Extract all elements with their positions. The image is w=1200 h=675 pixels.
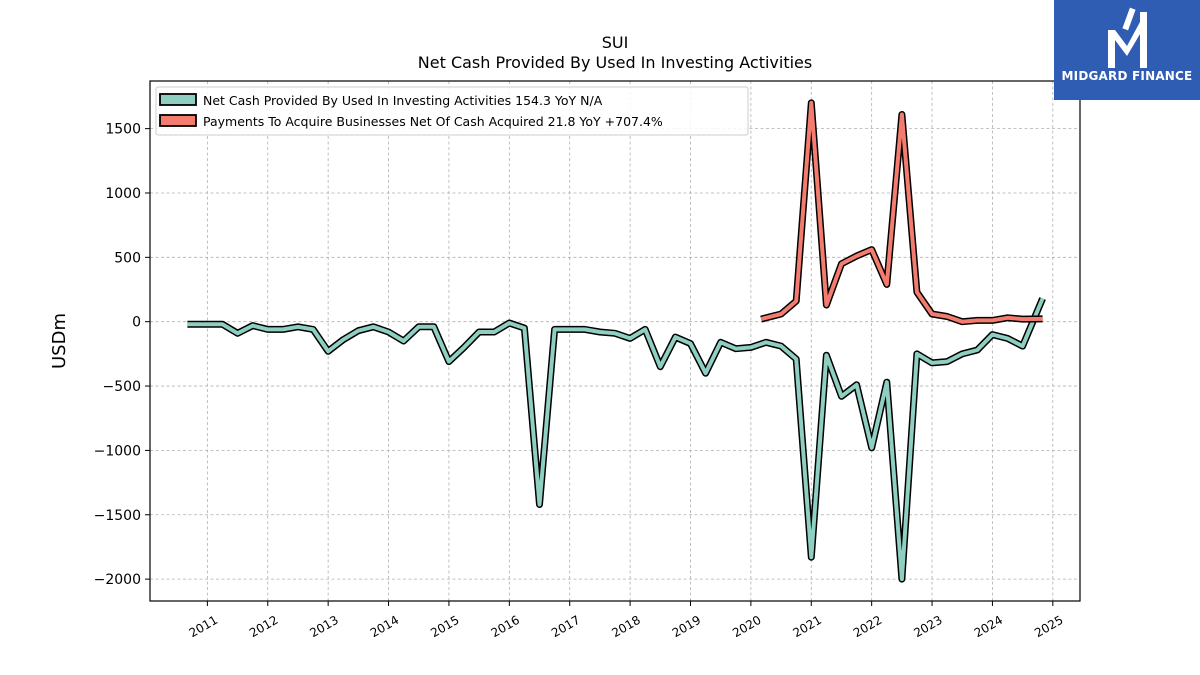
legend-label-net-cash: Net Cash Provided By Used In Investing A…	[203, 93, 603, 108]
x-tick-label: 2011	[187, 613, 220, 640]
series-lines	[187, 99, 1046, 583]
y-axis-label: USDm	[49, 313, 70, 369]
logo-mark-icon	[1108, 7, 1147, 68]
series-line-net-cash	[187, 297, 1045, 582]
x-axis: 2011 2012 2013 2014 2015 2016 2017 2018 2019 2020…	[187, 601, 1066, 640]
x-tick-label: 2018	[609, 613, 642, 640]
y-tick-label: 1000	[105, 186, 141, 202]
x-tick-label: 2016	[489, 613, 522, 640]
plot-frame	[149, 80, 1081, 602]
legend-label-payments: Payments To Acquire Businesses Net Of Ca…	[203, 114, 663, 129]
x-tick-label: 2022	[851, 613, 884, 640]
x-tick-label: 2023	[911, 613, 944, 640]
x-tick-label: 2020	[730, 613, 763, 640]
x-tick-label: 2017	[549, 613, 582, 640]
legend-swatch-net-cash	[159, 93, 197, 106]
x-tick-label: 2021	[791, 613, 824, 640]
y-tick-label: −500	[103, 379, 141, 395]
y-tick-label: 0	[132, 315, 141, 331]
y-tick-label: −2000	[94, 572, 141, 588]
x-tick-label: 2025	[1032, 613, 1065, 640]
chart-title: SUI	[602, 33, 629, 52]
legend: Net Cash Provided By Used In Investing A…	[155, 86, 749, 136]
x-tick-label: 2015	[428, 613, 461, 640]
x-tick-label: 2019	[670, 613, 703, 640]
y-tick-label: −1000	[94, 443, 141, 459]
midgard-finance-logo: MIDGARD FINANCE	[1054, 0, 1200, 100]
logo-text: MIDGARD FINANCE	[1061, 69, 1193, 83]
y-axis: −2000 −1500 −1000 −500 0 500 1000 1500	[94, 122, 150, 588]
y-tick-label: −1500	[94, 508, 141, 524]
chart-subtitle: Net Cash Provided By Used In Investing A…	[418, 53, 812, 72]
legend-box	[155, 86, 749, 136]
series-line-payments	[760, 100, 1043, 324]
x-tick-label: 2014	[368, 613, 401, 640]
x-tick-label: 2013	[307, 613, 340, 640]
grid-lines	[150, 81, 1080, 601]
x-tick-label: 2012	[247, 613, 280, 640]
legend-swatch-payments	[159, 114, 197, 127]
y-tick-label: 500	[114, 250, 141, 266]
series-outline-net-cash	[187, 297, 1046, 583]
x-tick-label: 2024	[972, 613, 1005, 640]
y-tick-label: 1500	[105, 122, 141, 138]
